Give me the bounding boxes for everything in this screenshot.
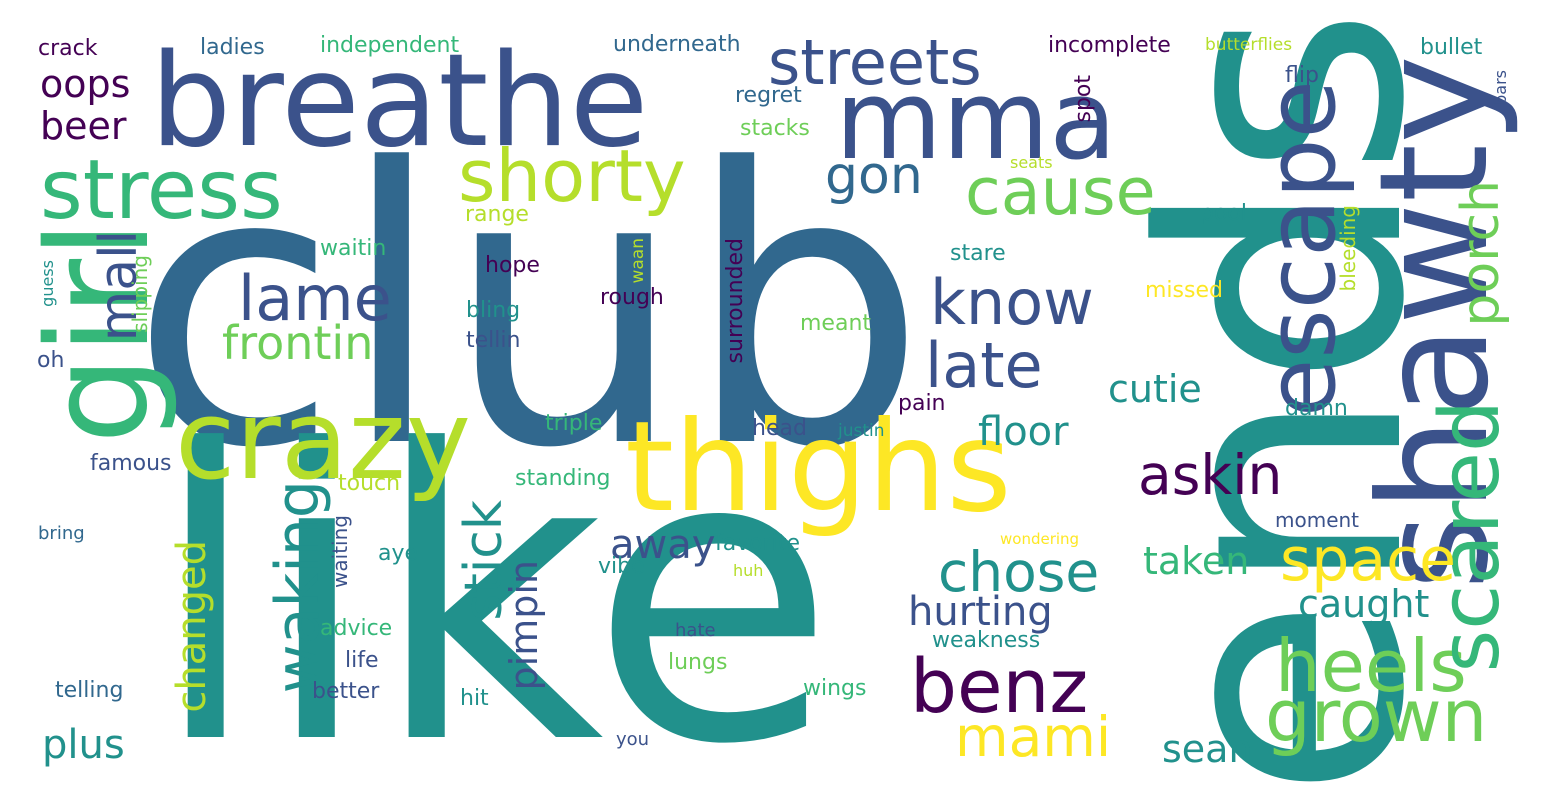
word-floor: floor [978, 409, 1069, 455]
word-club: club [130, 88, 927, 531]
word-askin: askin [1138, 443, 1283, 507]
word-oh: oh [37, 348, 65, 373]
word-head: head [752, 416, 807, 441]
word-stress: stress [40, 143, 283, 238]
word-away: away [610, 522, 716, 568]
word-taken: taken [1143, 539, 1250, 583]
word-cutie: cutie [1108, 367, 1202, 411]
word-rough: rough [600, 285, 664, 310]
word-stacks: stacks [740, 116, 810, 141]
word-know: know [930, 266, 1094, 339]
word-incomplete: incomplete [1048, 33, 1171, 58]
word-justin: justin [838, 421, 885, 441]
word-frontin: frontin [222, 316, 374, 370]
word-thighs: thighs [625, 395, 1012, 540]
word-spot: spot [1071, 75, 1096, 123]
word-pain: pain [898, 391, 946, 416]
word-standing: standing [515, 466, 611, 491]
word-late: late [925, 329, 1043, 402]
word-crack: crack [38, 36, 98, 61]
word-damn: damn [1285, 396, 1348, 421]
word-space: space [1280, 525, 1457, 595]
word-waking: waking [263, 480, 333, 694]
word-oops: oops [40, 62, 131, 106]
word-shorty: shorty [458, 134, 686, 218]
word-porch: porch [1451, 180, 1511, 327]
word-surrounded: surrounded [723, 238, 748, 364]
word-hit: hit [460, 686, 489, 711]
word-sean: sean [1162, 727, 1253, 771]
word-meant: meant [800, 311, 872, 336]
word-bullet: bullet [1420, 35, 1483, 60]
word-seats: seats [1010, 153, 1053, 172]
word-waitin: waitin [320, 236, 387, 261]
word-vibe: vibe [598, 554, 645, 579]
word-huh: huh [733, 561, 764, 580]
word-gon: gon [825, 146, 923, 206]
word-guess: guess [38, 260, 57, 307]
word-aye: aye [378, 541, 419, 566]
word-benz: benz [910, 644, 1089, 730]
word-butterflies: butterflies [1205, 35, 1293, 55]
word-weakness: weakness [932, 628, 1041, 653]
word-triple: triple [545, 411, 603, 436]
word-famous: famous [90, 451, 172, 476]
word-heels: heels [1275, 624, 1467, 708]
word-telling: telling [55, 678, 124, 703]
word-flip: flip [1285, 63, 1319, 88]
word-pool: pool [1200, 201, 1247, 226]
word-tellin: tellin [466, 328, 521, 353]
word-bring: bring [38, 523, 85, 544]
word-waiting: waiting [328, 515, 352, 588]
word-regret: regret [735, 83, 802, 108]
word-slipping: slipping [128, 255, 152, 333]
word-wings: wings [803, 676, 867, 701]
word-life: life [345, 648, 379, 673]
word-ladies: ladies [200, 35, 265, 60]
word-better: better [312, 679, 380, 704]
word-breathe: breathe [150, 27, 649, 176]
word-hate: hate [675, 620, 716, 641]
word-chose: chose [938, 540, 1100, 604]
word-cause: cause [965, 155, 1156, 230]
word-hope: hope [485, 253, 540, 278]
word-missed: missed [1145, 278, 1223, 303]
word-bars: bars [1491, 70, 1510, 105]
word-mma: mma [835, 56, 1117, 184]
word-grown: grown [1265, 674, 1488, 758]
word-range: range [465, 202, 529, 227]
word-favorite: favorite [715, 531, 801, 556]
word-you: you [616, 729, 650, 750]
word-advice: advice [320, 616, 393, 641]
word-pimpin: pimpin [502, 560, 546, 691]
word-lungs: lungs [668, 650, 728, 675]
word-hurting: hurting [908, 589, 1053, 635]
word-bleeding: bleeding [1336, 205, 1360, 292]
word-independent: independent [320, 33, 460, 58]
word-stare: stare [950, 241, 1006, 266]
word-waan: waan [628, 238, 648, 284]
word-crazy: crazy [175, 376, 471, 504]
word-changed: changed [169, 540, 215, 713]
word-like: like [150, 367, 836, 804]
word-caught: caught [1298, 582, 1430, 626]
word-wondering: wondering [1000, 530, 1080, 548]
word-beer: beer [40, 104, 127, 148]
word-plus: plus [42, 722, 125, 768]
word-bling: bling [466, 298, 521, 323]
word-underneath: underneath [613, 32, 741, 57]
word-lame: lame [238, 262, 392, 335]
word-mami: mami [955, 705, 1112, 769]
word-streets: streets [768, 26, 982, 99]
word-moment: moment [1275, 508, 1360, 532]
word-touch: touch [338, 471, 401, 496]
